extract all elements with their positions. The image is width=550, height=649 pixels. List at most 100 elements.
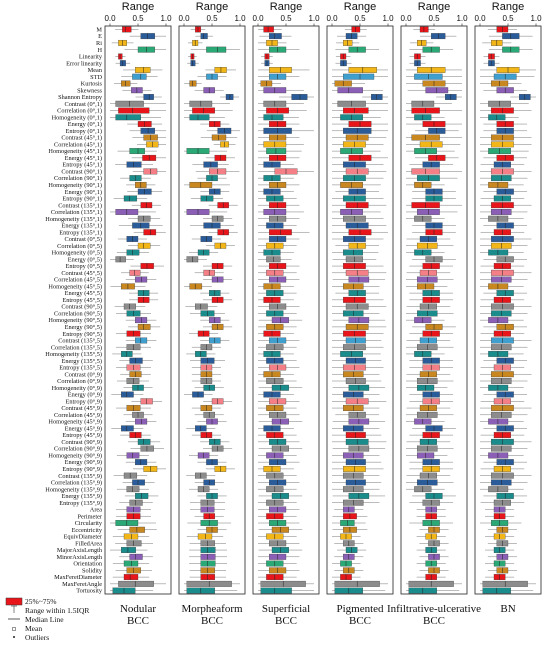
feature-label: Energy (0°,9) [68, 392, 102, 399]
feature-label: Homogeneity (45°,5) [48, 283, 102, 290]
feature-label: Entropy (45°,9) [62, 432, 102, 439]
feature-label: Correlation (90°,5) [54, 310, 102, 317]
box [140, 445, 154, 452]
feature-label: Homogeneity (0°,1) [52, 114, 102, 121]
feature-label: Homogeneity (45°,9) [48, 419, 102, 426]
box [220, 141, 229, 148]
feature-label: Homogeneity (135°,5) [45, 351, 102, 358]
box [129, 432, 142, 439]
legend-whisker-label: Range within 1.5IQR [25, 606, 89, 615]
feature-label: Contrast (0°,5) [65, 236, 103, 243]
feature-label: Correlation (0°,1) [57, 108, 102, 115]
feature-label: MaxFeretAngle [62, 581, 102, 588]
x-tick-label: 1.0 [530, 14, 542, 23]
feature-label: STD [90, 74, 102, 81]
box [488, 215, 509, 222]
group-name: Morpheaform [181, 603, 243, 615]
box [132, 479, 145, 486]
box [197, 533, 213, 540]
feature-label: Entropy (0°,9) [66, 398, 102, 405]
feature-label: Entropy (90°,5) [62, 331, 102, 338]
box [345, 357, 366, 364]
feature-label: Energy (135°,9) [61, 493, 102, 500]
legend-outlier-icon [13, 636, 15, 638]
box [143, 94, 154, 100]
feature-label: Correlation (90°,1) [54, 175, 102, 182]
feature-label: Energy (90°,9) [65, 459, 102, 466]
panel-title: Range [344, 1, 376, 13]
feature-label: Homogeneity (135°,9) [45, 486, 102, 493]
feature-label: Shannon Entropy [58, 94, 103, 101]
box [263, 26, 274, 33]
box [414, 53, 421, 60]
feature-label: Homogeneity (135°,1) [45, 216, 102, 223]
box [123, 472, 138, 479]
feature-label: Contrast (135°,9) [58, 473, 102, 480]
box [118, 107, 150, 114]
group-name: BCC [275, 615, 297, 627]
box [200, 33, 208, 40]
box [129, 371, 142, 378]
legend-box-label: 25%~75% [25, 597, 57, 606]
box [123, 574, 139, 581]
panel-frame [474, 25, 542, 595]
feature-label: Error linearity [66, 60, 103, 67]
feature-label: Entropy (0°,1) [66, 128, 102, 135]
x-tick-label: 0.5 [280, 14, 292, 23]
box [129, 499, 143, 506]
box [140, 263, 154, 269]
feature-label: MaxFeretDiameter [54, 574, 103, 581]
feature-label: Correlation (45°,5) [54, 277, 102, 284]
feature-label: Energy (45°,1) [65, 155, 102, 162]
x-tick-label: 1.0 [160, 14, 172, 23]
box [488, 418, 509, 425]
x-tick-label: 1.0 [382, 14, 394, 23]
legend-mean-label: Mean [25, 624, 42, 633]
box [269, 33, 282, 40]
box [488, 181, 509, 188]
legend-outlier-label: Outliers [25, 633, 49, 642]
box [337, 87, 363, 94]
feature-label: FilledArea [75, 540, 102, 547]
feature-label: H [97, 47, 102, 54]
x-tick-label: 0.0 [326, 14, 338, 23]
feature-label: Correlation (45°,9) [54, 412, 102, 419]
box [266, 256, 281, 263]
feature-label: Contrast (90°,5) [61, 304, 102, 311]
box [143, 134, 158, 141]
feature-label: Entropy (45°,1) [62, 162, 102, 169]
box [419, 26, 429, 33]
feature-label: Contrast (0°,1) [65, 101, 103, 108]
x-tick-label: 0.0 [178, 14, 190, 23]
box [345, 479, 366, 486]
feature-label: Correlation (135°,1) [51, 209, 102, 216]
box [488, 351, 509, 357]
box [206, 46, 227, 53]
feature-label: Contrast (45°,5) [61, 270, 102, 277]
box [119, 60, 126, 67]
feature-label: Entropy (90°,1) [62, 196, 102, 203]
group-name: BCC [423, 615, 445, 627]
feature-label: Area [90, 507, 102, 514]
box [140, 33, 155, 40]
x-tick-label: 0.0 [104, 14, 116, 23]
box [146, 141, 159, 148]
box [118, 39, 127, 46]
box [135, 459, 148, 466]
box [203, 161, 218, 168]
box [129, 175, 142, 182]
feature-label: Entropy (135°,9) [59, 500, 102, 507]
box [200, 553, 216, 560]
feature-label: Entropy (90°,9) [62, 466, 102, 473]
box [343, 73, 375, 80]
feature-label: MinorAxisLength [57, 554, 103, 561]
feature-label: Entropy (0°,5) [66, 263, 102, 270]
group-name: Pigmented [336, 603, 384, 615]
box [345, 432, 366, 439]
box [488, 384, 509, 391]
feature-label: Homogeneity (90°,1) [48, 182, 102, 189]
box [340, 60, 347, 67]
feature-label: Energy (45°,5) [65, 290, 102, 297]
